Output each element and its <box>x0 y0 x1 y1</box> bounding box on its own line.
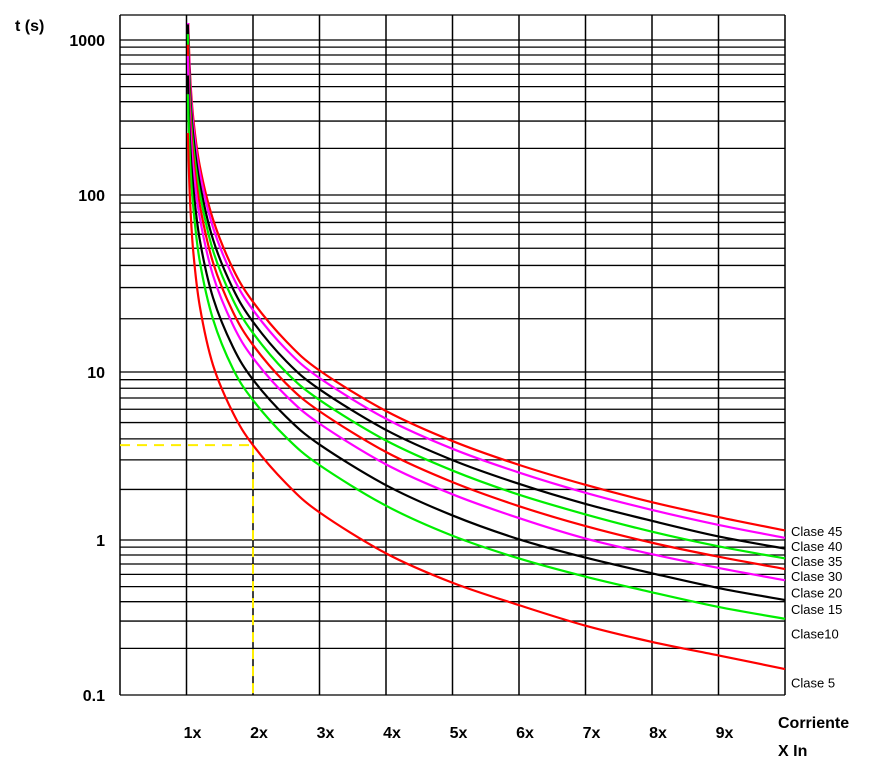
series-line <box>186 34 786 560</box>
curve-label: Clase 30 <box>791 569 842 584</box>
x-tick-label: 9x <box>716 725 734 742</box>
series-line <box>186 75 786 602</box>
curve-label: Clase 35 <box>791 554 842 569</box>
x-tick-label: 2x <box>250 725 268 742</box>
y-tick-label: 1000 <box>69 33 105 50</box>
curve-label: Clase 5 <box>791 676 835 691</box>
labels: t (s) Corriente X In 1000 100 10 1 0.1 1x 2x 3x… <box>15 18 849 760</box>
curve-label: Clase 20 <box>791 585 842 600</box>
x-tick-label: 5x <box>450 725 468 742</box>
y-tick-label: 100 <box>78 188 105 205</box>
series-line <box>186 24 786 550</box>
x-tick-label: 4x <box>383 725 401 742</box>
series-line <box>187 23 786 532</box>
series-line <box>186 23 786 539</box>
series-line <box>186 56 786 582</box>
x-tick-label: 3x <box>317 725 335 742</box>
x-axis-label-line2: X In <box>778 743 807 760</box>
y-tick-label: 10 <box>87 365 105 382</box>
series-line <box>186 94 786 620</box>
x-tick-label: 6x <box>516 725 534 742</box>
x-tick-label: 8x <box>649 725 667 742</box>
series-line <box>186 133 786 671</box>
x-tick-label: 1x <box>184 725 202 742</box>
curve-label: Clase 45 <box>791 524 842 539</box>
curve-label: Clase10 <box>791 626 839 641</box>
y-tick-label: 0.1 <box>83 688 105 705</box>
y-tick-label: 1 <box>96 533 105 550</box>
y-axis-label: t (s) <box>15 18 44 35</box>
curves <box>186 23 786 671</box>
x-tick-label: 7x <box>583 725 601 742</box>
curve-label: Clase 40 <box>791 539 842 554</box>
series-line <box>186 44 786 571</box>
dashed-guide <box>120 444 254 695</box>
grid <box>119 14 786 696</box>
curve-label: Clase 15 <box>791 602 842 617</box>
x-axis-label-line1: Corriente <box>778 715 849 732</box>
